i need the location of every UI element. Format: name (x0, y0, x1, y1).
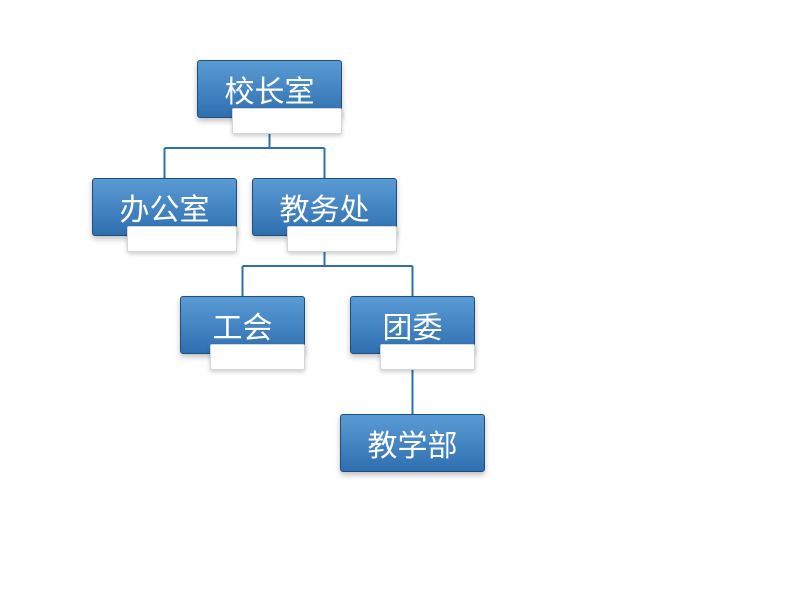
org-node: 工会 (180, 296, 305, 354)
org-node-sublabel (210, 344, 305, 370)
org-node: 办公室 (92, 178, 237, 236)
org-node: 团委 (350, 296, 475, 354)
org-node-label: 教学部 (368, 421, 458, 465)
org-node-sublabel (287, 226, 397, 252)
org-node-sublabel (127, 226, 237, 252)
org-node-sublabel (380, 344, 475, 370)
org-node-label: 教务处 (280, 185, 370, 229)
org-node: 校长室 (197, 60, 342, 118)
org-node-box: 教学部 (340, 414, 485, 472)
org-node-label: 工会 (213, 303, 273, 347)
org-node: 教务处 (252, 178, 397, 236)
org-node-label: 团委 (383, 303, 443, 347)
org-node-sublabel (232, 108, 342, 134)
org-node-label: 办公室 (120, 185, 210, 229)
org-node-label: 校长室 (225, 67, 315, 111)
org-node: 教学部 (340, 414, 485, 472)
